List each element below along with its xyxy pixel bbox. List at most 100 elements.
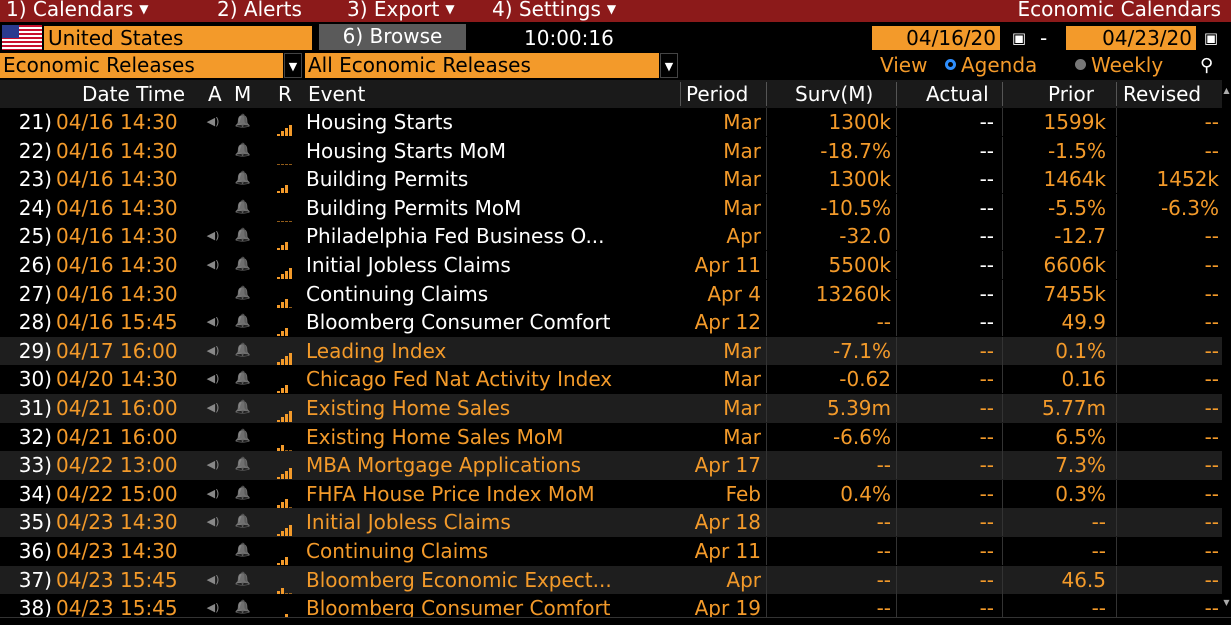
table-row[interactable]: 28) 04/16 15:45 ◀) 🔔 Bloomberg Consumer Comf…	[0, 308, 1222, 337]
browse-button[interactable]: 6) Browse	[319, 24, 466, 50]
col-actual[interactable]: Actual	[926, 82, 989, 106]
bell-icon[interactable]: 🔔	[234, 400, 252, 415]
event-name[interactable]: Building Permits MoM	[306, 195, 522, 220]
event-name[interactable]: Initial Jobless Claims	[306, 253, 511, 277]
event-name[interactable]: Chicago Fed Nat Activity Index	[306, 367, 613, 392]
calendar-icon[interactable]: ▣	[1011, 29, 1027, 47]
col-revised[interactable]: Revised	[1123, 82, 1202, 106]
col-a[interactable]: A	[208, 82, 222, 106]
date-to-field[interactable]: 04/23/20	[1066, 26, 1196, 50]
audio-alert-icon[interactable]: ◀)	[206, 372, 220, 386]
audio-alert-empty[interactable]	[204, 194, 222, 222]
table-row[interactable]: 24) 04/16 14:30 🔔 Building Permits MoM Mar -1…	[0, 193, 1222, 223]
row-number[interactable]: 23)	[18, 167, 52, 192]
table-row[interactable]: 26) 04/16 14:30 ◀) 🔔 Initial Jobless Claims A…	[0, 251, 1222, 280]
event-name[interactable]: Existing Home Sales MoM	[306, 424, 564, 449]
row-number[interactable]: 38)	[18, 596, 52, 621]
event-name[interactable]: Initial Jobless Claims	[306, 510, 511, 535]
bell-icon[interactable]: 🔔	[234, 228, 252, 244]
col-m[interactable]: M	[234, 82, 252, 106]
event-name[interactable]: Philadelphia Fed Business O...	[306, 224, 605, 249]
col-prior[interactable]: Prior	[1048, 82, 1094, 106]
audio-alert-empty[interactable]	[204, 165, 222, 193]
row-number[interactable]: 25)	[18, 224, 52, 249]
event-name[interactable]: Bloomberg Consumer Comfort	[306, 310, 611, 335]
row-number[interactable]: 32)	[18, 424, 52, 449]
event-name[interactable]: Housing Starts	[306, 110, 453, 134]
bell-icon[interactable]: 🔔	[234, 543, 252, 558]
scroll-up-icon[interactable]: ▲	[1223, 86, 1230, 95]
bell-icon[interactable]: 🔔	[234, 285, 252, 301]
event-name[interactable]: Leading Index	[306, 338, 447, 363]
audio-alert-empty[interactable]	[204, 280, 222, 308]
bell-icon[interactable]: 🔔	[234, 428, 252, 444]
bell-icon[interactable]: 🔔	[234, 514, 252, 530]
bell-icon[interactable]: 🔔	[234, 114, 252, 129]
view-weekly-radio[interactable]: Weekly	[1075, 53, 1163, 78]
bell-icon[interactable]: 🔔	[234, 571, 252, 587]
audio-alert-icon[interactable]: ◀)	[206, 115, 220, 128]
row-number[interactable]: 35)	[18, 510, 52, 535]
table-row[interactable]: 33) 04/22 13:00 ◀) 🔔 MBA Mortgage Applicatio…	[0, 451, 1222, 480]
bell-icon[interactable]: 🔔	[234, 257, 252, 272]
row-number[interactable]: 36)	[18, 539, 52, 563]
table-row[interactable]: 32) 04/21 16:00 🔔 Existing Home Sales MoM Ma…	[0, 422, 1222, 452]
bell-icon[interactable]: 🔔	[234, 485, 252, 501]
audio-alert-empty[interactable]	[204, 137, 222, 165]
audio-alert-icon[interactable]: ◀)	[206, 486, 220, 500]
table-row[interactable]: 30) 04/20 14:30 ◀) 🔔 Chicago Fed Nat Activit…	[0, 365, 1222, 394]
row-number[interactable]: 24)	[18, 195, 52, 220]
bell-icon[interactable]: 🔔	[234, 342, 252, 358]
menu-alerts[interactable]: 2) Alerts	[217, 0, 302, 21]
audio-alert-icon[interactable]: ◀)	[206, 601, 220, 615]
menu-export[interactable]: 3) Export ▼	[347, 0, 455, 21]
audio-alert-icon[interactable]: ◀)	[206, 401, 220, 414]
event-name[interactable]: MBA Mortgage Applications	[306, 453, 582, 478]
table-row[interactable]: 34) 04/22 15:00 ◀) 🔔 FHFA House Price Index …	[0, 479, 1222, 509]
col-survey[interactable]: Surv(M)	[795, 82, 874, 106]
chevron-down-icon[interactable]: ▼	[660, 53, 678, 78]
table-row[interactable]: 21) 04/16 14:30 ◀) 🔔 Housing Starts Mar 1300k -…	[0, 108, 1222, 137]
table-row[interactable]: 23) 04/16 14:30 🔔 Building Permits Mar 1300k -…	[0, 165, 1222, 194]
bell-icon[interactable]: 🔔	[234, 371, 252, 387]
menu-calendars[interactable]: 1) Calendars ▼	[6, 0, 149, 21]
release-filter-select[interactable]: All Economic Releases	[305, 53, 659, 78]
calendar-icon[interactable]: ▣	[1203, 29, 1219, 47]
audio-alert-icon[interactable]: ◀)	[206, 258, 220, 271]
col-period[interactable]: Period	[686, 82, 749, 106]
table-row[interactable]: 25) 04/16 14:30 ◀) 🔔 Philadelphia Fed Busine…	[0, 222, 1222, 251]
table-row[interactable]: 36) 04/23 14:30 🔔 Continuing Claims Apr 11 --…	[0, 537, 1222, 566]
bell-icon[interactable]: 🔔	[234, 314, 252, 330]
event-name[interactable]: Bloomberg Economic Expect...	[306, 567, 612, 592]
audio-alert-icon[interactable]: ◀)	[206, 343, 220, 357]
table-row[interactable]: 29) 04/17 16:00 ◀) 🔔 Leading Index Mar -7.1% --…	[0, 336, 1222, 366]
row-number[interactable]: 27)	[18, 281, 52, 306]
table-row[interactable]: 22) 04/16 14:30 🔔 Housing Starts MoM Mar -18.…	[0, 136, 1222, 166]
row-number[interactable]: 30)	[18, 367, 52, 392]
row-number[interactable]: 28)	[18, 310, 52, 335]
event-name[interactable]: Continuing Claims	[306, 281, 489, 306]
row-number[interactable]: 33)	[18, 453, 52, 478]
table-row[interactable]: 31) 04/21 16:00 ◀) 🔔 Existing Home Sales Mar 5…	[0, 394, 1222, 423]
bell-icon[interactable]: 🔔	[234, 600, 252, 616]
zoom-icon[interactable]: ⚲	[1200, 55, 1214, 76]
row-number[interactable]: 34)	[18, 481, 52, 506]
event-name[interactable]: Continuing Claims	[306, 539, 489, 563]
view-agenda-radio[interactable]: Agenda	[945, 53, 1037, 78]
table-row[interactable]: 37) 04/23 15:45 ◀) 🔔 Bloomberg Economic Expe…	[0, 565, 1222, 595]
release-type-select[interactable]: Economic Releases	[0, 53, 283, 78]
audio-alert-icon[interactable]: ◀)	[206, 458, 220, 472]
row-number[interactable]: 26)	[18, 253, 52, 277]
col-event[interactable]: Event	[308, 82, 366, 106]
table-row[interactable]: 35) 04/23 14:30 ◀) 🔔 Initial Jobless Claims A…	[0, 508, 1222, 537]
event-name[interactable]: Housing Starts MoM	[306, 138, 507, 163]
table-row[interactable]: 27) 04/16 14:30 🔔 Continuing Claims Apr 4 132…	[0, 279, 1222, 309]
audio-alert-icon[interactable]: ◀)	[206, 229, 220, 243]
audio-alert-icon[interactable]: ◀)	[206, 515, 220, 529]
audio-alert-empty[interactable]	[204, 423, 222, 451]
bell-icon[interactable]: 🔔	[234, 142, 252, 158]
bell-icon[interactable]: 🔔	[234, 171, 252, 187]
audio-alert-icon[interactable]: ◀)	[206, 572, 220, 586]
row-number[interactable]: 37)	[18, 567, 52, 592]
event-name[interactable]: Existing Home Sales	[306, 396, 511, 420]
